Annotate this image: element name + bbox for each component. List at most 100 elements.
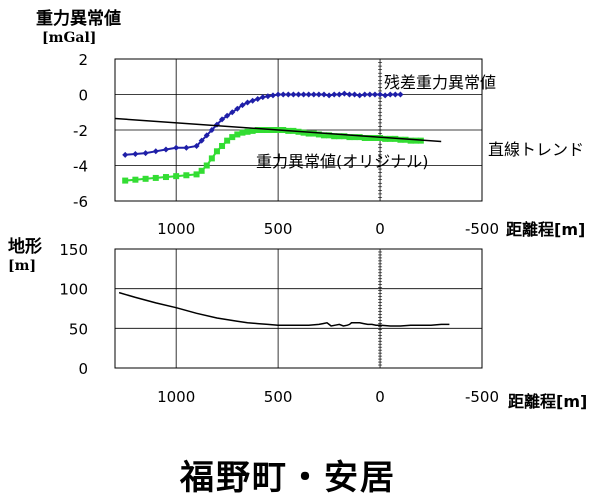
panel-0-xtick: 500 (264, 220, 293, 238)
panel-0-series-0-point (331, 91, 338, 98)
top-chart-ylabel-line1: 重力異常値 (36, 9, 121, 29)
panel-1-xtick: 500 (264, 388, 293, 406)
panel-0-series-0-point (219, 116, 226, 123)
panel-0-series-0-point (315, 91, 322, 98)
panel-0-series-0-point (280, 91, 287, 98)
panel-0-series-1-point (254, 127, 261, 133)
panel-0-series-1-point (213, 148, 220, 155)
panel-0-series-0-point (377, 91, 384, 98)
panel-0-series-0-point (371, 91, 378, 98)
panel-0-series-1-point (336, 133, 343, 140)
panel-0-series-1-point (183, 172, 190, 179)
panel-0-series-1-point (162, 174, 169, 181)
panel-0-series-0-point (275, 91, 282, 98)
panel-0-series-1-point (152, 174, 159, 181)
panel-0-series-1-point (361, 134, 368, 141)
panel-0-series-0-point (122, 151, 129, 158)
panel-0-series-1-point (305, 130, 312, 137)
panel-0-series-1-point (407, 137, 414, 144)
panel-0-series-0-point (264, 93, 271, 100)
panel-0-series-0-point (387, 91, 394, 98)
panel-0-series-0-point (234, 105, 241, 112)
panel-0-ytick: -6 (73, 193, 88, 211)
panel-0-series-2-line (114, 117, 442, 143)
panel-1-ytick: 0 (78, 360, 88, 378)
panel-0-series-0-point (320, 91, 327, 98)
panel-0-series-0-point (351, 91, 358, 98)
panel-0-series-0-point (270, 92, 277, 99)
panel-0-series-1-point (366, 134, 373, 141)
panel-0-series-1-point (259, 127, 266, 133)
panel-0-series-0-point (356, 92, 363, 99)
panel-0-series-1-point (356, 134, 363, 141)
top-chart-xlabel: 距離程[m] (506, 220, 586, 239)
panel-0-series-0-point (224, 112, 231, 119)
panel-0-series-1-point (229, 134, 236, 141)
panel-0-series-0-point (208, 127, 215, 133)
panel-0-ytick: -4 (73, 158, 88, 176)
panel-0-series-0-point (326, 92, 333, 99)
panel-0-series-1-point (249, 127, 256, 134)
top-chart-ylabel-line2: [mGal] (42, 30, 97, 46)
panel-0-series-1-point (234, 131, 241, 138)
panel-1-xtick: 0 (375, 388, 385, 406)
panel-1-ytick: 150 (59, 241, 88, 259)
panel-0-series-1-point (142, 175, 149, 182)
panel-0-series-0-point (397, 91, 404, 98)
panel-0-series-1-point (326, 132, 333, 139)
panel-0-series-0-point (366, 91, 373, 98)
panel-0-series-0-point (254, 95, 261, 102)
panel-0-series-1-point (331, 133, 338, 140)
panel-0-series-0-point (173, 144, 180, 151)
panel-0-series-1-point (377, 134, 384, 141)
panel-0-xtick: 0 (375, 220, 385, 238)
panel-0-series-0-point (142, 150, 149, 157)
panel-0-series-1-point (371, 134, 378, 141)
panel-0-series-1-point (397, 136, 404, 143)
panel-0-series-0-point (295, 91, 302, 98)
panel-0-series-0-point (341, 90, 348, 97)
panel-0-xtick: -500 (465, 220, 499, 238)
panel-0-series-0-point (152, 148, 159, 155)
panel-0-series-0-point (300, 91, 307, 98)
panel-0-series-1-point (239, 129, 246, 136)
panel-0-series-1-point (387, 135, 394, 142)
panel-0-series-0-point (259, 94, 266, 101)
bottom-chart-xlabel: 距離程[m] (508, 392, 588, 411)
panel-0-ytick: 0 (78, 87, 88, 105)
panel-0-series-0-point (183, 144, 190, 151)
panel-0-series-0-point (392, 91, 399, 98)
panel-0-series-0-point (361, 91, 368, 98)
panel-0-series-1-point (320, 132, 327, 139)
panel-0-ytick: 2 (78, 51, 88, 69)
panel-0-series-1-point (244, 128, 251, 135)
panel-1-series-0-line (118, 291, 450, 327)
panel-0-series-0-point (249, 97, 256, 104)
panel-0-series-1-point (198, 167, 205, 174)
panel-0-series-1-point (208, 155, 215, 162)
panel-0-series-0-point (285, 91, 292, 98)
panel-0-series-0-point (310, 91, 317, 98)
panel-0-series-0-point (382, 92, 389, 99)
panel-1-frame (114, 248, 483, 369)
panel-0-xtick: 1000 (157, 220, 195, 238)
panel-0-series-1-point (224, 137, 231, 144)
page-title: 福野町・安居 (180, 458, 396, 498)
panel-0-ytick: -2 (73, 122, 88, 140)
panel-0-series-1-point (351, 134, 358, 141)
label-trend: 直線トレンド (488, 140, 585, 159)
panel-0-series-0-point (305, 91, 312, 98)
panel-0-series-0-point (132, 150, 139, 157)
panel-0-series-1-point (315, 131, 322, 138)
panel-0-series-1-point (310, 130, 317, 137)
panel-0-series-0-point (336, 91, 343, 98)
panel-0-series-1-point (219, 142, 226, 149)
panel-0-series-1-point (341, 133, 348, 140)
panel-0-series-1-point (203, 162, 210, 169)
panel-0-series-1-point (346, 134, 353, 141)
panel-0-series-1-point (382, 135, 389, 142)
panel-0-series-1-point (122, 177, 129, 184)
panel-0-series-0-point (203, 132, 210, 139)
panel-1-xtick: 1000 (157, 388, 195, 406)
panel-0-series-1-point (300, 129, 307, 136)
